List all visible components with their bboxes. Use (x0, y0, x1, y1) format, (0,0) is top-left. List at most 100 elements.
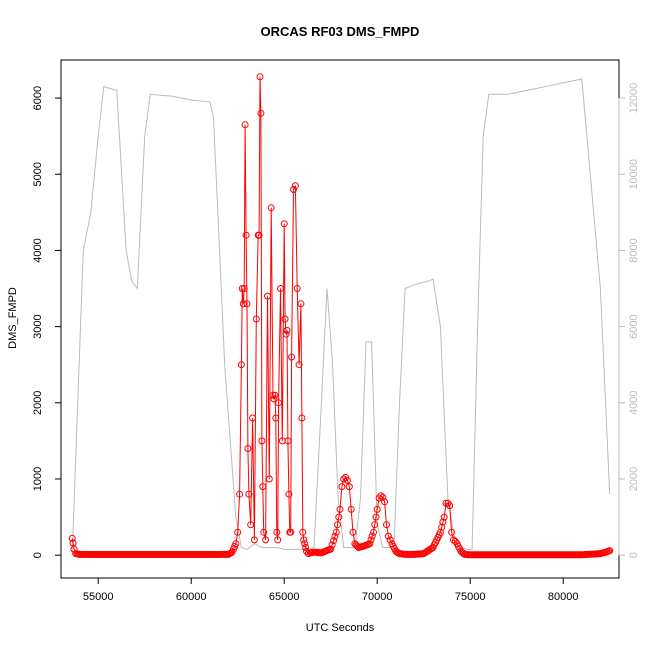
data-point (451, 537, 459, 545)
data-point (231, 543, 239, 550)
data-point (349, 528, 357, 536)
series-line-1 (71, 78, 611, 556)
y2-tick-label: 6000 (628, 314, 640, 338)
data-point (238, 285, 246, 292)
data-point (272, 414, 280, 422)
primary-series-group (68, 73, 614, 559)
data-point (249, 414, 257, 422)
data-point (293, 285, 301, 292)
data-point (270, 395, 278, 403)
data-point (372, 513, 380, 521)
y2-tick-label: 0 (628, 552, 640, 558)
series-line-0 (71, 76, 610, 556)
y-tick-label: 2000 (32, 391, 44, 415)
y2-tick-label: 10000 (628, 159, 640, 190)
data-point (338, 483, 346, 491)
data-point (332, 528, 340, 536)
data-point (271, 391, 279, 399)
data-point (440, 513, 448, 521)
data-point (373, 505, 381, 513)
data-point (262, 536, 270, 544)
data-point (252, 315, 260, 323)
secondary-series-group (71, 78, 611, 556)
data-point (456, 545, 464, 553)
data-point (257, 109, 265, 117)
data-point (381, 498, 389, 506)
axes-group: 55000 60000 65000 70000 75000 800000100020003… (32, 83, 640, 603)
data-point (298, 414, 306, 422)
data-point (335, 513, 343, 521)
data-point (302, 544, 310, 551)
y-tick-label: 5000 (32, 162, 44, 186)
data-point (258, 437, 266, 445)
data-point (282, 330, 290, 338)
data-point (409, 550, 417, 558)
data-point (259, 483, 267, 491)
data-point (446, 502, 454, 510)
data-point (439, 518, 447, 526)
y-tick-label: 1000 (32, 467, 44, 491)
data-point (299, 528, 307, 536)
data-point (377, 492, 385, 500)
data-point (237, 361, 245, 369)
data-point (250, 536, 258, 544)
data-point (336, 505, 344, 513)
data-point (290, 186, 297, 193)
data-point (256, 73, 264, 81)
data-point (384, 532, 392, 540)
data-point (277, 285, 284, 292)
data-point (273, 528, 281, 536)
y-tick-label: 0 (32, 552, 44, 558)
x-tick-label: 60000 (176, 591, 207, 603)
data-point (267, 204, 275, 212)
data-point (291, 182, 299, 190)
data-point (284, 437, 292, 445)
x-axis-label: UTC Seconds (306, 622, 375, 634)
data-point (295, 361, 303, 369)
data-point (70, 545, 78, 553)
data-point (242, 231, 250, 239)
data-point (283, 326, 291, 334)
data-point (386, 536, 394, 544)
y-tick-label: 4000 (32, 238, 44, 262)
data-point (450, 536, 457, 544)
data-point (275, 399, 283, 407)
x-tick-label: 55000 (83, 591, 114, 603)
data-point (370, 528, 377, 536)
data-point (288, 353, 296, 361)
data-point (375, 494, 383, 502)
data-point (345, 483, 353, 491)
data-point (239, 300, 247, 308)
y2-tick-label: 12000 (628, 83, 640, 114)
data-point (301, 540, 309, 548)
data-point (265, 475, 273, 483)
data-point (280, 220, 288, 228)
y-axis-label: DMS_FMPD (7, 287, 19, 349)
data-point (234, 528, 242, 536)
data-point (243, 300, 251, 308)
data-point (297, 300, 305, 308)
data-point (334, 521, 341, 529)
y2-tick-label: 8000 (628, 238, 640, 262)
data-point (435, 531, 443, 539)
chart-title: ORCAS RF03 DMS_FMPD (261, 24, 420, 39)
x-tick-label: 70000 (362, 591, 393, 603)
data-point (264, 292, 271, 300)
y-tick-label: 3000 (32, 314, 44, 338)
data-point (426, 545, 434, 553)
data-point (383, 521, 390, 529)
data-point (371, 521, 379, 529)
y2-tick-label: 2000 (628, 467, 640, 491)
x-tick-label: 80000 (548, 591, 579, 603)
data-point (244, 445, 252, 452)
data-point (400, 550, 408, 558)
data-point (347, 505, 355, 513)
data-point (260, 528, 268, 536)
data-point (287, 528, 295, 536)
data-point (444, 499, 452, 507)
data-point (379, 493, 387, 501)
x-tick-label: 75000 (455, 591, 486, 603)
data-point (274, 536, 282, 544)
data-point (442, 499, 450, 507)
